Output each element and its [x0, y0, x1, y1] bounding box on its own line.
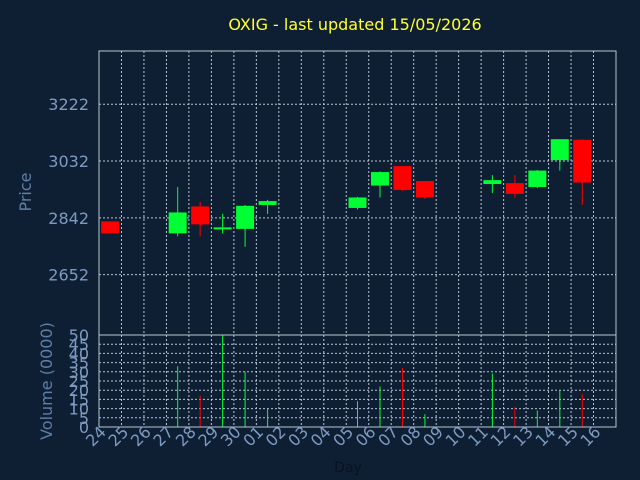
price-y-tick-label: 3222 — [48, 95, 89, 114]
volume-y-tick-label: 20 — [69, 381, 89, 400]
chart-title: OXIG - last updated 15/05/2026 — [228, 15, 481, 34]
candle-body-01 — [258, 201, 277, 205]
volume-axis-label: Volume (0000) — [37, 322, 56, 440]
volume-y-tick-label: 5 — [79, 409, 89, 428]
price-y-tick-labels: 2652 2842 3032 3222 — [48, 95, 89, 284]
price-y-tick-label: 3032 — [48, 152, 89, 171]
volume-bars — [177, 335, 583, 427]
volume-y-tick-label: 0 — [79, 418, 89, 437]
price-y-tick-label: 2842 — [48, 209, 89, 228]
candle-body-13 — [528, 170, 547, 188]
candle-body-27 — [168, 212, 187, 234]
candle-body-07 — [393, 166, 412, 191]
volume-grid — [99, 335, 616, 427]
candle-body-28 — [191, 206, 210, 225]
price-axis-label: Price — [16, 172, 35, 211]
candle-body-30 — [236, 205, 255, 229]
price-y-tick-label: 2652 — [48, 266, 89, 285]
volume-y-tick-label: 25 — [69, 372, 89, 391]
x-tick-labels: 2425262728293001020304050607080910111213… — [82, 422, 604, 450]
candle-body-12 — [505, 183, 524, 194]
candle-body-15 — [573, 139, 592, 183]
volume-panel-frame — [98, 334, 617, 428]
volume-y-tick-label: 15 — [69, 390, 89, 409]
candle-body-08 — [415, 181, 434, 198]
candles — [101, 139, 592, 247]
candle-body-11 — [483, 180, 502, 185]
candle-body-14 — [550, 139, 569, 161]
candle-body-24 — [101, 221, 120, 234]
volume-y-tick-label: 30 — [69, 363, 89, 382]
x-axis-label: Day — [334, 460, 362, 476]
candle-body-06 — [370, 172, 389, 186]
candle-body-05 — [348, 197, 367, 208]
volume-y-tick-label: 50 — [69, 326, 89, 345]
candle-body-29 — [213, 227, 232, 230]
price-grid — [99, 51, 616, 335]
volume-y-tick-label: 45 — [69, 335, 89, 354]
volume-y-tick-label: 35 — [69, 354, 89, 373]
volume-y-tick-label: 10 — [69, 400, 89, 419]
volume-y-tick-label: 40 — [69, 344, 89, 363]
